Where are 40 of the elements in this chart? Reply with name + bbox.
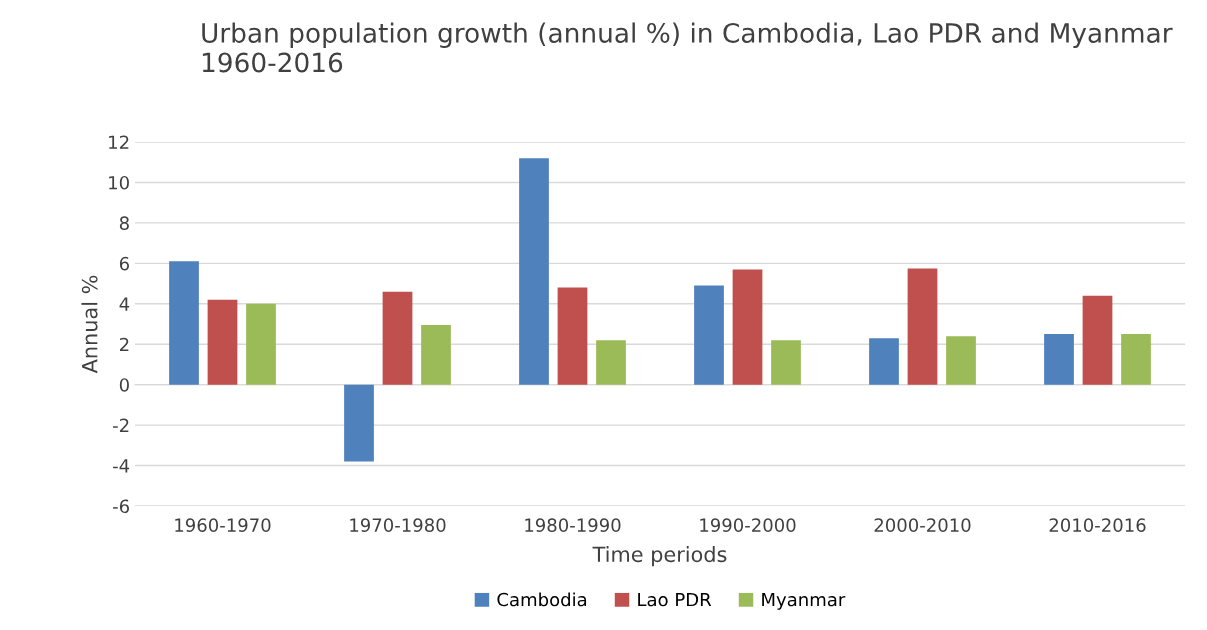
y-tick-label: 8 [119,216,129,231]
bar [732,269,763,385]
y-tick-label: 6 [119,256,129,271]
bar [557,287,588,385]
legend-label: Myanmar [762,592,846,610]
bar [946,336,976,385]
x-axis-title: Time periods [592,546,727,567]
y-tick-label: 2 [119,337,129,352]
bar [207,299,238,385]
y-tick-label: 10 [109,175,129,190]
bar [869,338,899,385]
x-tick-label: 1960-1970 [175,518,271,532]
y-tick-label: 4 [119,297,130,311]
bar [169,261,199,385]
bar [519,158,549,385]
y-tick-label: 0 [119,378,129,392]
x-tick-label: 2000-2010 [874,518,971,532]
bar [1121,334,1151,385]
y-tick-label: -2 [113,418,129,432]
x-tick-label: 1970-1980 [350,518,446,532]
x-tick-label: 1990-2000 [700,518,796,532]
y-tick-label: 12 [109,135,129,149]
bar [1082,295,1113,385]
legend-label: Cambodia [497,592,587,607]
bar [596,340,626,385]
legend-label: Lao PDR [638,592,712,607]
y-tick-label: -4 [113,459,130,473]
y-tick-label: -6 [113,499,129,514]
bar [382,291,413,385]
bar [421,325,451,385]
y-axis-title: Annual % [81,275,98,374]
bar [344,384,374,462]
x-tick-label: 2010-2016 [1049,518,1146,532]
bar [246,303,276,385]
bar [771,340,801,385]
x-tick-label: 1980-1990 [525,518,621,532]
bar [907,268,938,385]
chart-title: Urban population growth (annual %) in Cambodia, Lao PDR and Myanmar 1960-2016 [202,22,1173,73]
bar [694,285,724,385]
bar [1044,334,1074,385]
